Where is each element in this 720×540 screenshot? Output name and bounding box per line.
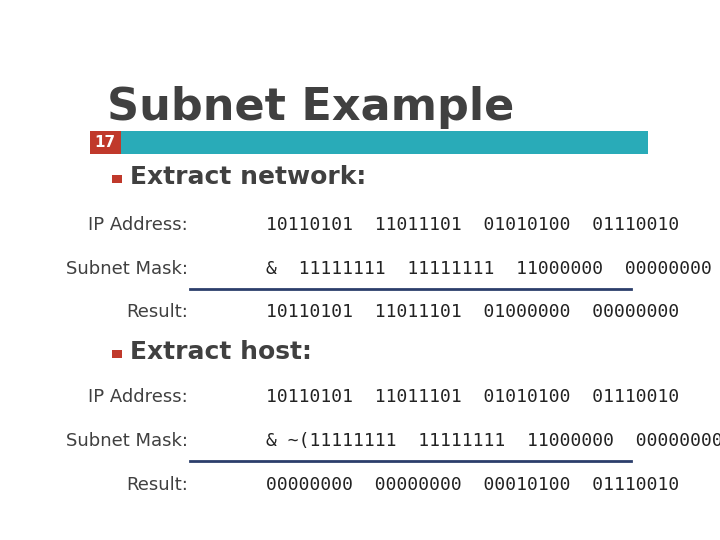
Text: Subnet Mask:: Subnet Mask: — [66, 432, 188, 450]
Text: Result:: Result: — [126, 476, 188, 494]
Text: & ~(11111111  11111111  11000000  00000000): & ~(11111111 11111111 11000000 00000000) — [266, 432, 720, 450]
Text: IP Address:: IP Address: — [88, 216, 188, 234]
Text: Result:: Result: — [126, 303, 188, 321]
FancyBboxPatch shape — [112, 176, 122, 183]
Text: Extract host:: Extract host: — [130, 340, 312, 364]
FancyBboxPatch shape — [121, 131, 648, 154]
Text: 00000000  00000000  00010100  01110010: 00000000 00000000 00010100 01110010 — [266, 476, 679, 494]
FancyBboxPatch shape — [90, 131, 121, 154]
Text: Subnet Mask:: Subnet Mask: — [66, 260, 188, 278]
Text: Subnet Example: Subnet Example — [107, 85, 514, 129]
Text: 10110101  11011101  01010100  01110010: 10110101 11011101 01010100 01110010 — [266, 216, 679, 234]
Text: 10110101  11011101  01010100  01110010: 10110101 11011101 01010100 01110010 — [266, 388, 679, 407]
Text: IP Address:: IP Address: — [88, 388, 188, 407]
Text: 10110101  11011101  01000000  00000000: 10110101 11011101 01000000 00000000 — [266, 303, 679, 321]
Text: 17: 17 — [94, 135, 116, 150]
FancyBboxPatch shape — [112, 350, 122, 357]
Text: &  11111111  11111111  11000000  00000000: & 11111111 11111111 11000000 00000000 — [266, 260, 711, 278]
Text: Extract network:: Extract network: — [130, 165, 366, 190]
